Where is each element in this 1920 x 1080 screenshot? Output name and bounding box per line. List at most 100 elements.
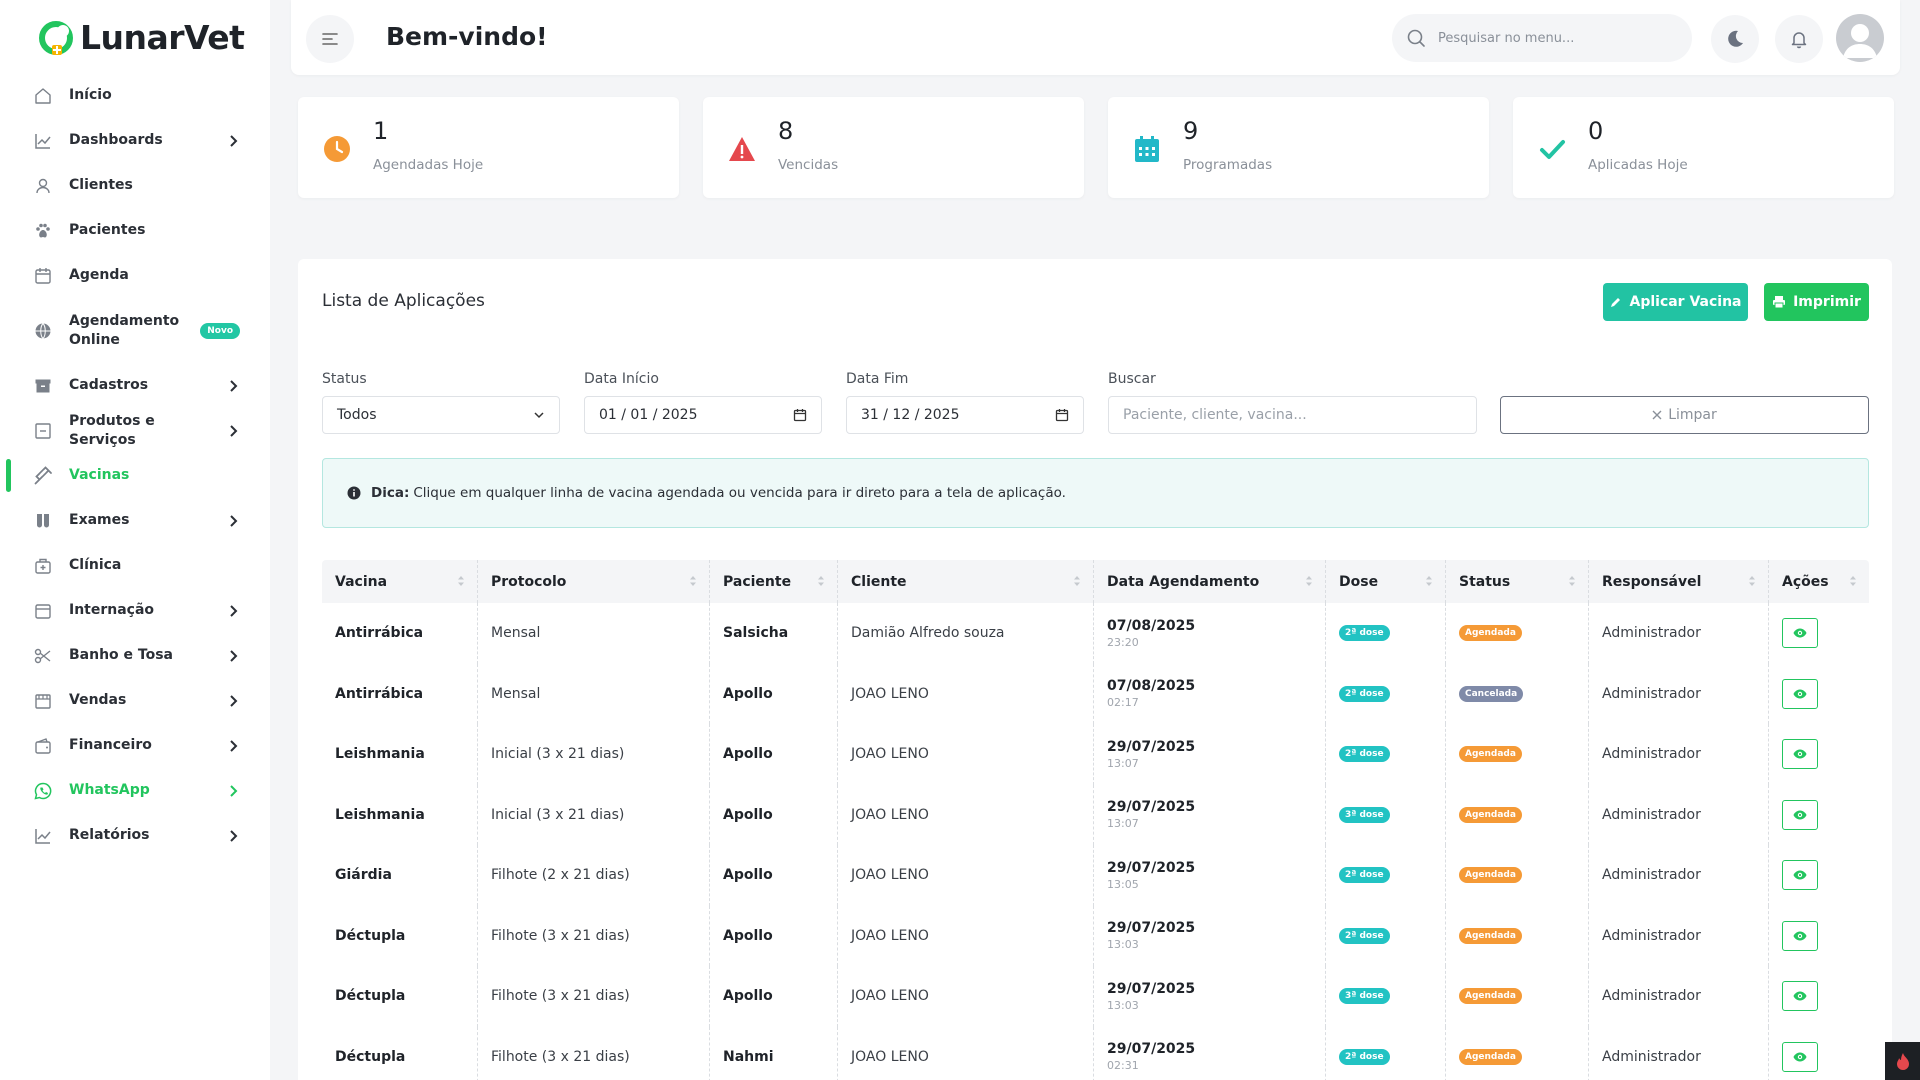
clear-filters-button[interactable]: Limpar [1500,396,1869,434]
schedule-date-cell: 29/07/2025 13:07 [1094,784,1326,845]
check-icon [1537,134,1567,164]
table-row[interactable]: Leishmania Inicial (3 x 21 dias) Apollo JOA… [322,784,1869,845]
calendar-picker-icon[interactable] [1055,408,1069,422]
schedule-date: 07/08/2025 [1107,678,1196,695]
table-row[interactable]: Giárdia Filhote (2 x 21 dias) Apollo JOAO L… [322,845,1869,906]
column-header[interactable]: Status [1446,560,1589,603]
schedule-date: 29/07/2025 [1107,738,1196,755]
view-button[interactable] [1782,1041,1818,1072]
vaccine-cell: Antirrábica [322,603,478,664]
sidebar-item-cadastros[interactable]: Cadastros [0,363,270,408]
sidebar-item-dashboards[interactable]: Dashboards [0,118,270,163]
sort-icon[interactable] [1849,575,1857,587]
view-button[interactable] [1782,981,1818,1012]
column-header[interactable]: Paciente [710,560,838,603]
table-row[interactable]: Déctupla Filhote (3 x 21 dias) Apollo JOAO … [322,966,1869,1027]
sort-icon[interactable] [689,575,697,587]
globe-icon [33,321,53,341]
column-header[interactable]: Data Agendamento [1094,560,1326,603]
end-date-input[interactable]: 31 / 12 / 2025 [846,396,1084,434]
protocol-cell: Filhote (3 x 21 dias) [478,1026,710,1080]
sort-icon[interactable] [1425,575,1433,587]
view-button[interactable] [1782,799,1818,830]
sidebar-nav: Início Dashboards Clientes Pacientes Agenda A… [0,73,270,858]
view-button[interactable] [1782,678,1818,709]
column-header[interactable]: Cliente [838,560,1094,603]
table-row[interactable]: Déctupla Filhote (3 x 21 dias) Apollo JOAO … [322,905,1869,966]
calendar-icon [1132,134,1162,164]
status-select[interactable]: Todos [322,396,560,434]
sidebar-item-vacinas[interactable]: Vacinas [0,453,270,498]
sidebar-item-vendas[interactable]: Vendas [0,678,270,723]
sidebar-item-financeiro[interactable]: Financeiro [0,723,270,768]
apply-vaccine-button[interactable]: Aplicar Vacina [1603,283,1748,321]
print-button[interactable]: Imprimir [1764,283,1869,321]
sidebar-item-whatsapp[interactable]: WhatsApp [0,768,270,813]
column-header[interactable]: Vacina [322,560,478,603]
sidebar-item-label: Vacinas [69,467,130,483]
status-badge: Agendada [1459,625,1522,642]
status-cell: Agendada [1446,905,1589,966]
table-row[interactable]: Antirrábica Mensal Apollo JOAO LENO 07/08/20… [322,663,1869,724]
sidebar-item-label: Banho e Tosa [69,647,174,663]
sidebar-item-label: Cadastros [69,377,149,393]
table-body: Antirrábica Mensal Salsicha Damião Alfredo … [322,603,1869,1080]
column-header[interactable]: Protocolo [478,560,710,603]
sidebar-item-inicio[interactable]: Início [0,73,270,118]
client-cell: JOAO LENO [838,1026,1094,1080]
fire-widget[interactable] [1885,1042,1920,1080]
logo[interactable]: LunarVet [38,18,245,57]
schedule-time: 02:31 [1107,1059,1139,1073]
column-header[interactable]: Dose [1326,560,1446,603]
view-button[interactable] [1782,920,1818,951]
sidebar-item-pacientes[interactable]: Pacientes [0,208,270,253]
patient-cell: Apollo [710,724,838,785]
column-header-label: Paciente [723,573,792,590]
notifications-button[interactable] [1775,15,1823,63]
sidebar-item-agendamento-online[interactable]: Agendamento Online Novo [0,298,270,363]
sidebar-item-exames[interactable]: Exames [0,498,270,543]
sidebar-item-clientes[interactable]: Clientes [0,163,270,208]
sidebar-item-produtos-e-servicos[interactable]: Produtos e Serviços [0,408,270,453]
sidebar-item-agenda[interactable]: Agenda [0,253,270,298]
sidebar: LunarVet Início Dashboards Clientes Pacient… [0,0,270,1080]
search-filter-input[interactable]: Paciente, cliente, vacina... [1108,396,1477,434]
column-header-label: Cliente [851,573,907,590]
home-icon [33,86,53,106]
sort-icon[interactable] [1748,575,1756,587]
sort-icon[interactable] [1073,575,1081,587]
theme-toggle-button[interactable] [1711,15,1759,63]
syringe-icon [33,465,53,486]
sidebar-item-clinica[interactable]: Clínica [0,543,270,588]
user-avatar[interactable] [1836,14,1884,62]
sidebar-item-relatorios[interactable]: Relatórios [0,813,270,858]
column-header[interactable]: Ações [1769,560,1869,603]
tip-title: Dica: [371,485,410,501]
table-row[interactable]: Déctupla Filhote (3 x 21 dias) Nahmi JOAO L… [322,1026,1869,1080]
menu-search[interactable] [1392,14,1692,62]
calendar-picker-icon[interactable] [793,408,807,422]
schedule-date: 07/08/2025 [1107,617,1196,634]
table-row[interactable]: Leishmania Inicial (3 x 21 dias) Apollo JOA… [322,724,1869,785]
start-date-input[interactable]: 01 / 01 / 2025 [584,396,822,434]
sidebar-item-label: Internação [69,602,155,618]
column-header[interactable]: Responsável [1589,560,1769,603]
view-button[interactable] [1782,860,1818,891]
view-button[interactable] [1782,739,1818,770]
status-badge: Agendada [1459,988,1522,1005]
sidebar-item-banho-e-tosa[interactable]: Banho e Tosa [0,633,270,678]
logo-icon [39,20,73,55]
sidebar-item-internacao[interactable]: Internação [0,588,270,633]
eye-icon [1793,810,1807,820]
view-button[interactable] [1782,618,1818,649]
sidebar-item-label: Pacientes [69,222,146,238]
protocol-cell: Mensal [478,603,710,664]
table-row[interactable]: Antirrábica Mensal Salsicha Damião Alfredo … [322,603,1869,664]
menu-toggle-button[interactable] [306,15,354,63]
sort-icon[interactable] [1568,575,1576,587]
sort-icon[interactable] [1305,575,1313,587]
sort-icon[interactable] [817,575,825,587]
sort-icon[interactable] [457,575,465,587]
chart-line-icon [33,131,53,151]
menu-search-input[interactable] [1438,30,1678,46]
